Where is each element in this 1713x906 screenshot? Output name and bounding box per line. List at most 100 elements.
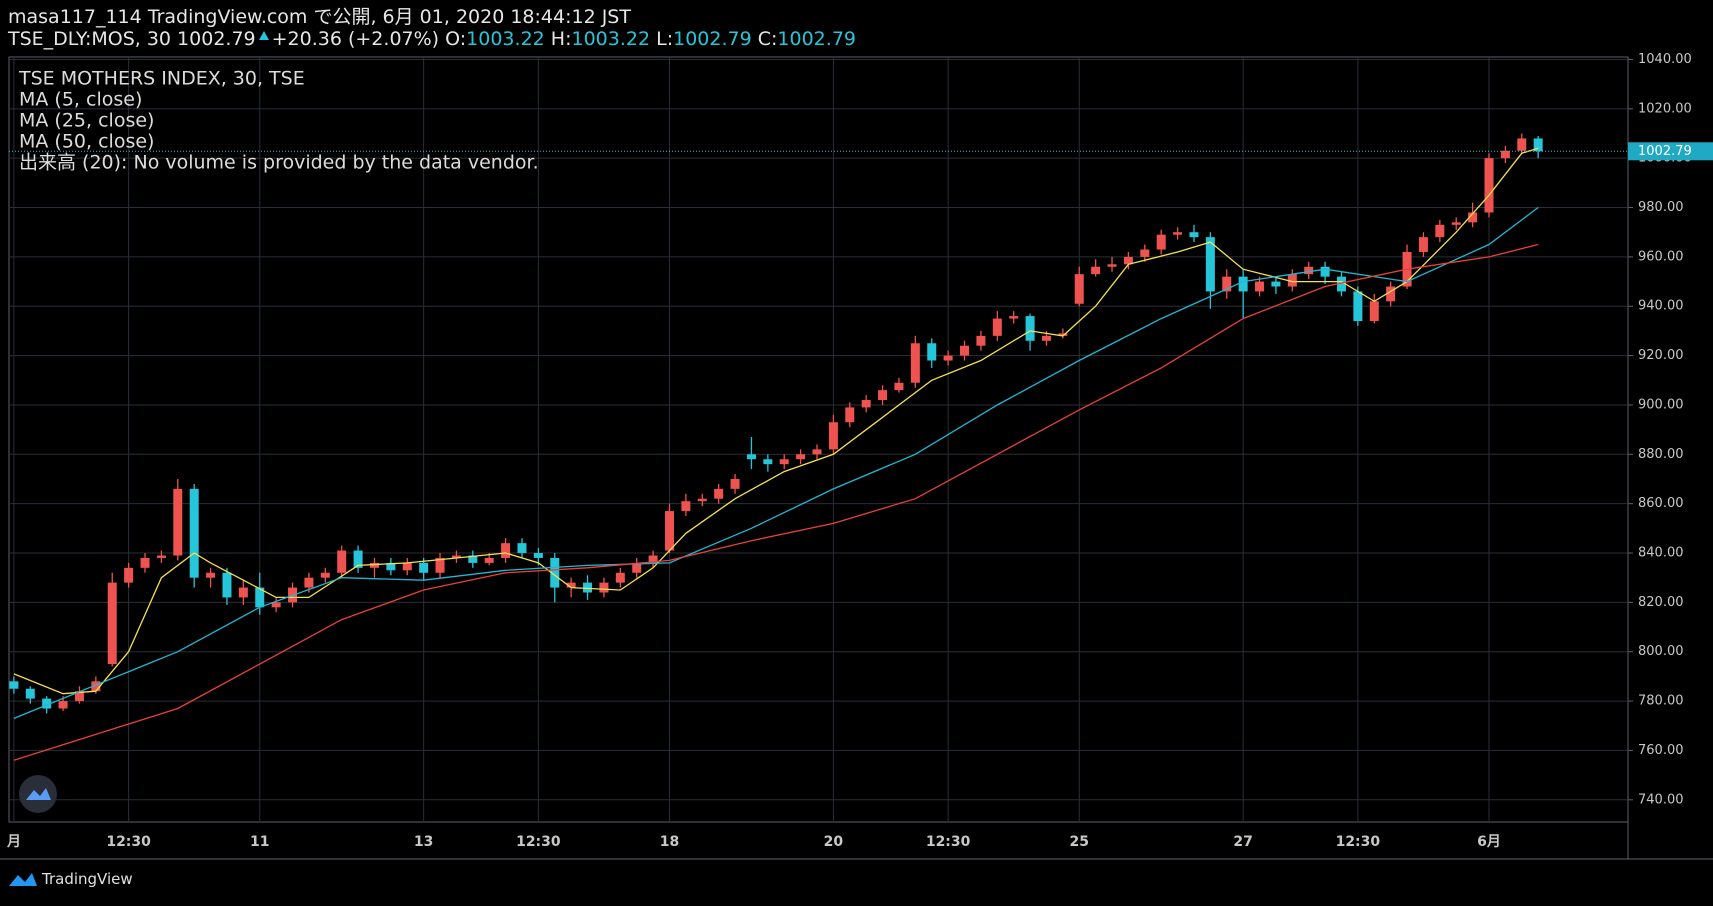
candle-body — [1369, 301, 1379, 322]
candle-body — [451, 555, 461, 558]
candle-body — [1353, 291, 1363, 322]
candle-body — [664, 511, 674, 551]
candle-body — [156, 555, 166, 558]
y-tick-label: 800.00 — [1638, 644, 1684, 659]
candle-body — [1009, 316, 1019, 319]
candle-body — [1205, 237, 1215, 292]
marks — [9, 133, 1628, 761]
candle-body — [304, 577, 314, 588]
candle-body — [320, 572, 330, 578]
candle-body — [353, 550, 363, 568]
candle-body — [1222, 276, 1232, 292]
candle-body — [632, 562, 642, 573]
candle-body — [648, 555, 658, 563]
candle-body — [533, 553, 543, 558]
candle-body — [1091, 266, 1101, 275]
candle-body — [910, 343, 920, 383]
candle-body — [222, 572, 232, 598]
candle-body — [960, 345, 970, 356]
candle-body — [206, 572, 216, 578]
y-tick-label: 820.00 — [1638, 595, 1684, 610]
candle-body — [1386, 286, 1396, 302]
y-tick-label: 940.00 — [1638, 299, 1684, 314]
candle-body — [615, 572, 625, 583]
candle-body — [599, 582, 609, 593]
volume-note: 出来高 (20): No volume is provided by the d… — [19, 152, 539, 174]
brand-logo — [9, 873, 37, 886]
x-tick-label: 11 — [250, 834, 269, 850]
candle-body — [1418, 237, 1428, 252]
candle-body — [402, 562, 412, 571]
candle-body — [435, 557, 445, 573]
candle-body — [1107, 264, 1117, 267]
candle-body — [1271, 281, 1281, 287]
candle-body — [1533, 138, 1543, 152]
candle-body — [1500, 150, 1510, 159]
candle-body — [140, 557, 150, 568]
change: +20.36 (+2.07%) — [271, 28, 440, 50]
candle-body — [796, 454, 806, 460]
candle-body — [1025, 316, 1035, 341]
y-tick-label: 880.00 — [1638, 447, 1684, 462]
candle-body — [878, 390, 888, 401]
candle-body — [1468, 212, 1478, 223]
y-tick-label: 960.00 — [1638, 249, 1684, 264]
ohlc-value: 1003.22 — [466, 28, 545, 50]
candle-body — [1123, 256, 1133, 265]
ohlc-value: 1002.79 — [777, 28, 856, 50]
moving-average — [13, 243, 1539, 761]
candle-body — [91, 681, 101, 692]
candle-body — [566, 582, 576, 588]
candle-body — [238, 587, 248, 598]
ohlc-label: H: — [550, 28, 572, 50]
footer: TradingView — [8, 870, 133, 888]
candle-body — [763, 459, 773, 465]
candle-body — [714, 488, 724, 499]
candle-body — [1304, 266, 1314, 275]
ohlc-value: 1003.22 — [571, 28, 651, 50]
x-tick-label: 6月 — [1477, 834, 1501, 850]
candle-body — [1140, 249, 1150, 257]
legend-entry: MA (5, close) — [19, 89, 142, 111]
x-tick-label: 12:30 — [106, 834, 151, 850]
x-tick-label: 20 — [824, 834, 844, 850]
symbol-line: TSE_DLY:MOS, 30 1002.79 +20.36 (+2.07%) O… — [8, 28, 856, 50]
publish-line: masa117_114 TradingView.com で公開, 6月 01, … — [8, 6, 631, 28]
x-tick-label: 13 — [414, 834, 433, 850]
watermark-logo — [19, 775, 57, 813]
candle-body — [74, 691, 84, 702]
candle-body — [1173, 232, 1183, 235]
y-tick-label: 1020.00 — [1638, 101, 1692, 116]
candle-body — [255, 587, 265, 608]
y-tick-label: 740.00 — [1638, 792, 1684, 807]
x-tick-label: 月 — [6, 834, 21, 850]
candle-body — [550, 557, 560, 588]
candle-body — [861, 400, 871, 408]
candle-body — [845, 407, 855, 423]
candle-body — [697, 498, 707, 502]
candle-body — [943, 355, 953, 361]
candle-body — [583, 582, 593, 593]
candle-body — [271, 602, 281, 608]
legend-title: TSE MOTHERS INDEX, 30, TSE — [18, 68, 305, 90]
candle-body — [124, 567, 134, 583]
candle-body — [779, 459, 789, 465]
candle-body — [1189, 232, 1199, 238]
candle-body — [927, 343, 937, 361]
x-tick-label: 12:30 — [516, 834, 561, 850]
candle-body — [337, 550, 347, 573]
candle-body — [369, 562, 379, 568]
candle-body — [1287, 274, 1297, 287]
candle-body — [468, 555, 478, 563]
candle-body — [1074, 274, 1084, 304]
y-tick-label: 980.00 — [1638, 200, 1684, 215]
x-tick-label: 12:30 — [1336, 834, 1381, 850]
brand: TradingView — [42, 870, 133, 888]
up-arrow — [258, 31, 269, 40]
candle-body — [42, 698, 52, 709]
candle-body — [812, 449, 822, 455]
candle-body — [746, 454, 756, 460]
y-tick-label: 900.00 — [1638, 397, 1684, 412]
